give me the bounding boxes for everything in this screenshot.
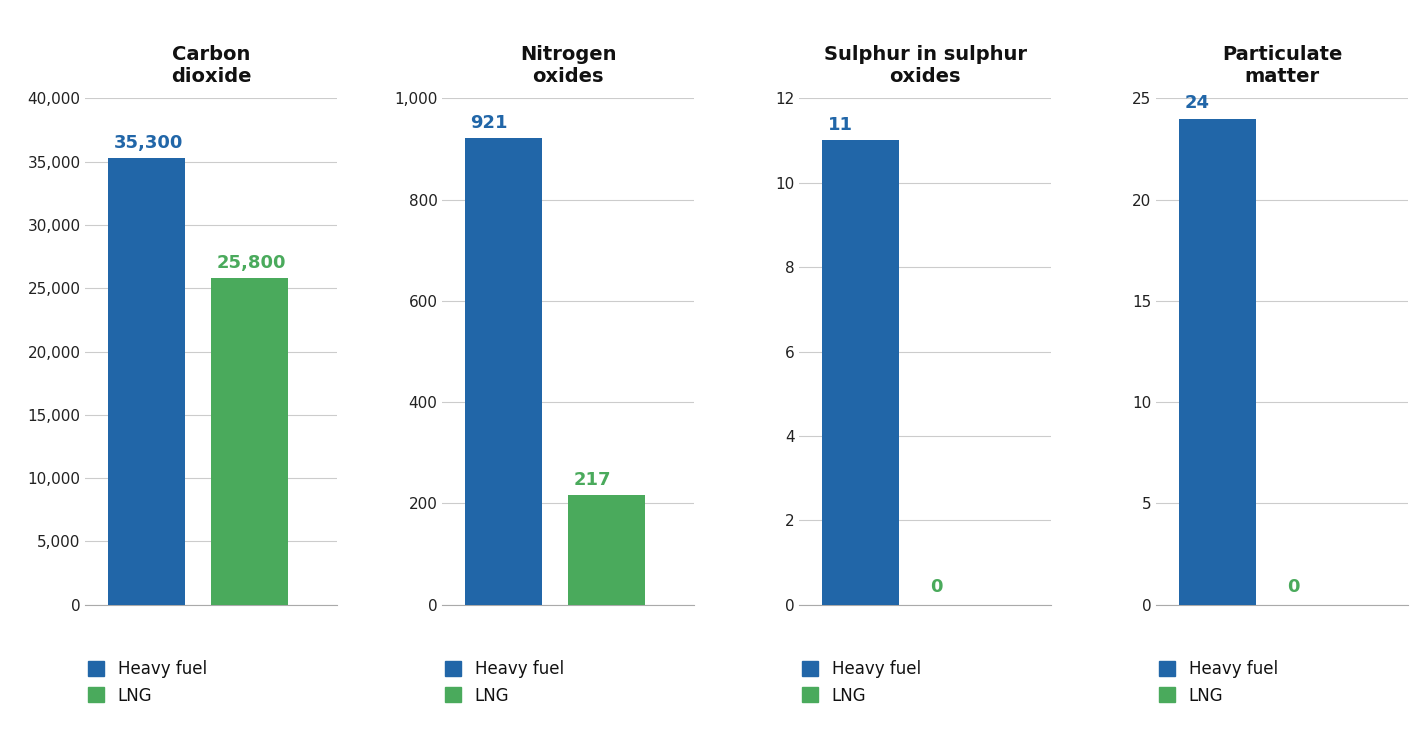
Text: 35,300: 35,300 <box>114 134 183 152</box>
Title: Particulate
matter: Particulate matter <box>1221 45 1342 85</box>
Text: 11: 11 <box>828 116 853 135</box>
Title: Sulphur in sulphur
oxides: Sulphur in sulphur oxides <box>823 45 1027 85</box>
Legend: Heavy fuel, LNG: Heavy fuel, LNG <box>438 654 570 711</box>
Bar <box>210 278 289 605</box>
Bar <box>822 141 899 605</box>
Legend: Heavy fuel, LNG: Heavy fuel, LNG <box>81 654 213 711</box>
Title: Nitrogen
oxides: Nitrogen oxides <box>520 45 616 85</box>
Bar <box>1179 119 1257 605</box>
Text: 25,800: 25,800 <box>216 254 286 272</box>
Bar <box>567 495 646 605</box>
Bar <box>465 138 542 605</box>
Bar <box>108 158 185 605</box>
Text: 921: 921 <box>471 114 508 132</box>
Text: 217: 217 <box>573 471 610 489</box>
Text: 0: 0 <box>1287 578 1300 596</box>
Text: 0: 0 <box>930 578 943 596</box>
Title: Carbon
dioxide: Carbon dioxide <box>171 45 252 85</box>
Legend: Heavy fuel, LNG: Heavy fuel, LNG <box>1152 654 1284 711</box>
Text: 24: 24 <box>1185 94 1210 113</box>
Legend: Heavy fuel, LNG: Heavy fuel, LNG <box>795 654 927 711</box>
